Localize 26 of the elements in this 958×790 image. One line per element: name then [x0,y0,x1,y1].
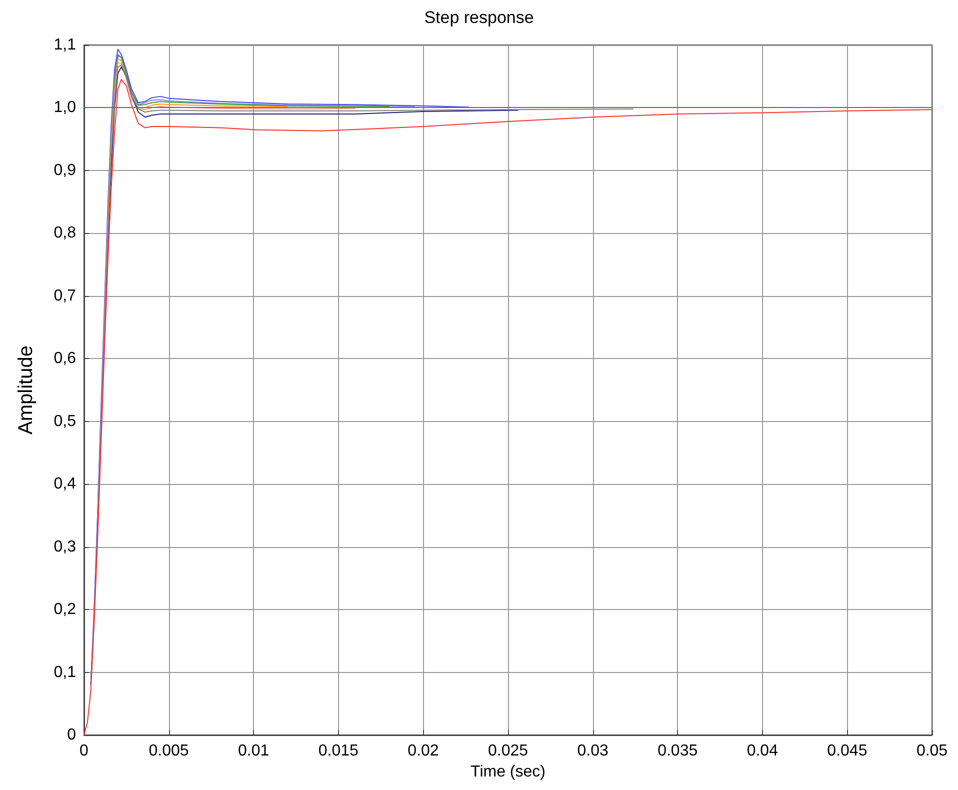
x-tick-label: 0.005 [148,742,189,760]
y-tick-label: 0,6 [54,350,76,368]
x-tick-label: 0.02 [408,742,439,760]
x-tick-label: 0.035 [658,742,698,760]
y-tick-label: 0,2 [54,601,76,618]
x-tick-label: 0.045 [827,742,868,760]
y-axis-title: Amplitude [15,346,37,434]
y-tick-label: 0,7 [54,287,76,304]
y-tick-label: 1,1 [54,36,76,54]
x-tick-label: 0 [80,742,89,760]
x-tick-label: 0.05 [916,742,948,760]
x-axis-title: Time (sec) [470,763,546,780]
x-tick-label: 0.03 [577,742,608,760]
x-tick-label: 0.01 [238,742,270,760]
y-tick-label: 0 [67,726,76,744]
x-tick-label: 0.04 [746,742,778,760]
y-tick-label: 0,1 [54,664,76,681]
y-tick-label: 0,5 [54,412,76,430]
x-tick-label: 0.025 [488,742,528,760]
y-tick-label: 0,3 [54,538,76,556]
y-tick-label: 0,8 [54,224,76,242]
x-tick-label: 0.015 [318,742,359,760]
y-tick-label: 1,0 [54,99,76,116]
chart-title: Step response [424,8,534,27]
y-tick-label: 0,9 [54,162,76,179]
y-tick-label: 0,4 [54,476,76,493]
